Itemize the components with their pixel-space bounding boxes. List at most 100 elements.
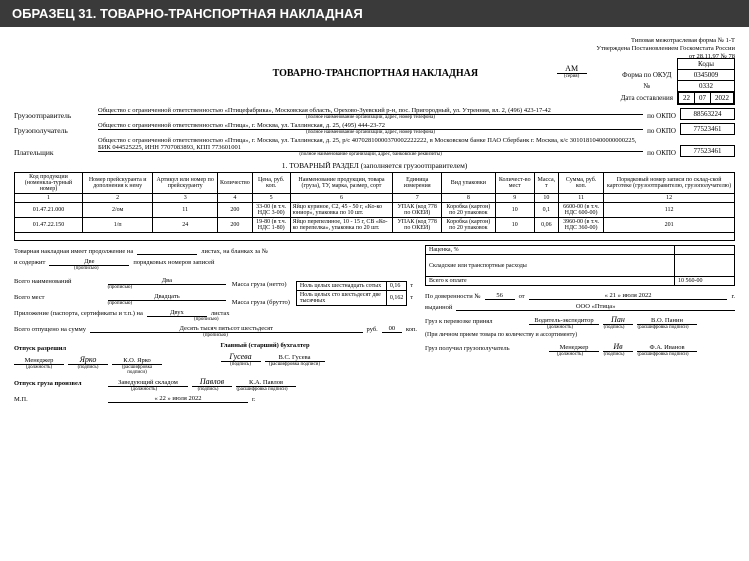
table-cell: 200: [218, 203, 253, 218]
form-ref-l1: Типовая межотраслевая форма № 1-Т: [14, 37, 735, 45]
otpusk-razr-name: К.О. Ярко: [112, 357, 162, 365]
gruz-poluchil-pos: Менеджер: [549, 344, 599, 352]
page-header: ОБРАЗЕЦ 31. ТОВАРНО-ТРАНСПОРТНАЯ НАКЛАДН…: [0, 0, 749, 27]
footer-left: Товарная накладная имеет продолжение на …: [14, 245, 417, 403]
table-col-header: Вид упаковки: [441, 173, 495, 194]
propis-1: (прописью): [74, 266, 417, 271]
series: AM (серия): [557, 64, 587, 79]
num-label: №: [617, 81, 678, 92]
mass-brutto-val: 0,162: [386, 291, 407, 306]
table-col-num: 6: [290, 194, 393, 203]
vsego-mest-label: Всего мест: [14, 294, 104, 301]
table-cell: 1/п: [82, 218, 152, 233]
gruz-prinal-label: Груз к перевозке принял: [425, 318, 525, 325]
mass-brutto-words: Ноль целых сто шестьдесят две тысячных: [296, 291, 386, 306]
table-col-header: Цена, руб. коп.: [252, 173, 290, 194]
footer-right: Наценка, % Складские или транспортные ра…: [425, 245, 735, 403]
date-m: 07: [695, 93, 711, 104]
ot-label: от: [519, 293, 525, 300]
vsego-naim-val: Два: [108, 277, 226, 285]
propis-2: (прописью): [14, 285, 226, 290]
okpo-label-1: по ОКПО: [647, 112, 676, 120]
recipient-val: Общество с ограниченной ответственностью…: [98, 122, 643, 130]
otpusk-proizv-name: К.А. Павлов: [236, 379, 296, 387]
vydannoj-val: ООО «Птица»: [456, 303, 735, 311]
kop-label: коп.: [406, 326, 417, 333]
okud-label: Форма по ОКУД: [617, 70, 678, 81]
table-col-num: 7: [393, 194, 442, 203]
table-row: 01.47.22.1501/п2420019-80 (в т.ч. НДС 1-…: [15, 218, 735, 233]
rub-label: руб.: [367, 326, 378, 333]
table-cell: 200: [218, 218, 253, 233]
otpuscheno-val: Десять тысяч пятьсот шестьдесят: [90, 325, 363, 333]
date-d: 22: [679, 93, 695, 104]
table-cell: 10: [495, 203, 534, 218]
okpo-label-2: по ОКПО: [647, 127, 676, 135]
t-1: т: [407, 282, 417, 291]
vydannoj-label: выданной: [425, 304, 452, 311]
table-cell: УПАК (код 778 по ОКЕИ): [393, 203, 442, 218]
table-cell: 3960-00 (в т.ч. НДС 360-00): [558, 218, 603, 233]
otpuscheno-label: Всего отпущено на сумму: [14, 326, 86, 333]
propis-4: (прописью): [194, 317, 417, 322]
t-2: т: [407, 291, 417, 306]
okpo-label-3: по ОКПО: [647, 149, 676, 157]
table-cell: 33-00 (в т.ч. НДС 3-00): [252, 203, 290, 218]
num-val: 0332: [678, 81, 735, 92]
codes-table: Коды Форма по ОКУД0345009 №0332 Дата сос…: [617, 58, 735, 105]
document-body: Типовая межотраслевая форма № 1-Т Утверж…: [0, 27, 749, 413]
table-header-row: Код продукции (номенкла-турный номер)Ном…: [15, 173, 735, 194]
propis-3: (прописью): [14, 301, 226, 306]
table-col-num: 12: [604, 194, 735, 203]
vsego-naim-label: Всего наименований: [14, 278, 104, 285]
sender-label: Грузоотправитель: [14, 111, 94, 120]
payer-row: Плательщик Общество с ограниченной ответ…: [14, 137, 735, 157]
otpusk-proizv-label: Отпуск груза произвел: [14, 380, 104, 387]
cont-2b: Две: [49, 258, 129, 266]
table-cell: 24: [153, 218, 218, 233]
table-row: 01.47.21.0002/ом1120033-00 (в т.ч. НДС 3…: [15, 203, 735, 218]
sklad-label: Складские или транспортные расходы: [426, 255, 675, 277]
series-val: AM: [557, 64, 587, 74]
table-col-num: 8: [441, 194, 495, 203]
cont-2a: и содержит: [14, 259, 45, 266]
prilozh-val: Двух: [147, 309, 207, 317]
table-cell: Коробка (картон) по 20 упаковок: [441, 203, 495, 218]
table-col-num: 4: [218, 194, 253, 203]
table-col-num: 3: [153, 194, 218, 203]
okud-val: 0345009: [678, 70, 735, 81]
mass-netto-label: Масса груза (нетто): [232, 281, 287, 288]
table-cell: 01.47.22.150: [15, 218, 83, 233]
table-col-header: Количест-во мест: [495, 173, 534, 194]
table-col-header: Наименование продукции, товара (груза), …: [290, 173, 393, 194]
series-sub: (серия): [557, 74, 587, 79]
payer-label: Плательщик: [14, 148, 94, 157]
table-col-num: 5: [252, 194, 290, 203]
table-cell: Яйцо куриное, С2, 45 - 50 г, «Ко-ко юнио…: [290, 203, 393, 218]
table-col-header: Номер прейскуранта и дополнения к нему: [82, 173, 152, 194]
recipient-label: Грузополучатель: [14, 126, 94, 135]
payer-okpo: 77523461: [680, 145, 735, 157]
form-reference: Типовая межотраслевая форма № 1-Т Утверж…: [14, 37, 735, 60]
surcharge-table: Наценка, % Складские или транспортные ра…: [425, 245, 735, 286]
pri-lichnom: (При личном приеме товара по количеству …: [425, 332, 577, 338]
rub-val: 00: [382, 325, 402, 333]
otpusk-proizv-pos: Заведующий складом: [108, 379, 188, 387]
table-col-num: 9: [495, 194, 534, 203]
table-cell: 01.47.21.000: [15, 203, 83, 218]
table-col-header: Код продукции (номенкла-турный номер): [15, 173, 83, 194]
gruz-poluchil-name: Ф.А. Иванов: [637, 344, 697, 352]
table-cell: Яйцо перепелиное, 10 - 15 г, СВ «Ко-ко п…: [290, 218, 393, 233]
gruz-prinal-pos: Водитель-экспедитор: [529, 317, 599, 325]
payer-sub: (полное наименование организации, адрес,…: [98, 152, 643, 157]
table-cell: 2/ом: [82, 203, 152, 218]
table-cell: 19-80 (в т.ч. НДС 1-80): [252, 218, 290, 233]
mass-netto-words: Ноль целых шестнадцать сотых: [296, 282, 386, 291]
table-cell: 10: [495, 218, 534, 233]
vsego-oplate-label: Всего к оплате: [426, 277, 675, 286]
glavbuh-label: Главный (старший) бухгалтер: [221, 342, 418, 349]
date-label: Дата составления: [617, 92, 678, 105]
dover-date: « 21 » июля 2022: [529, 292, 728, 300]
cont-1b: листах, на бланках за №: [201, 248, 268, 255]
table-cell: 112: [604, 203, 735, 218]
